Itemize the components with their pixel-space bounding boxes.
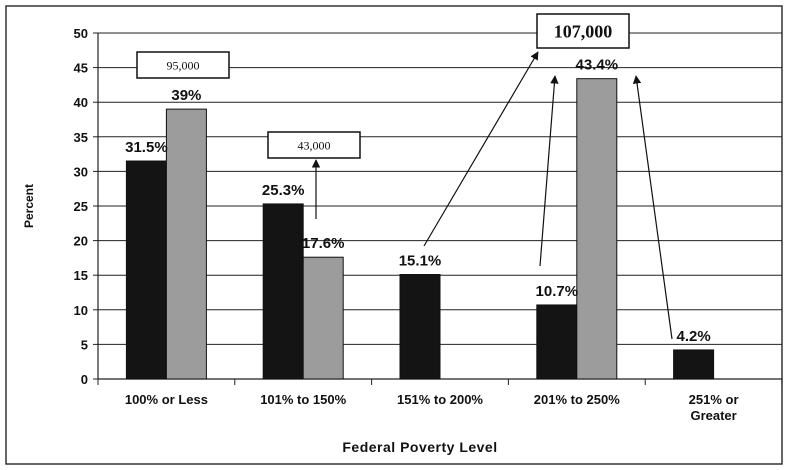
data-label: 17.6% xyxy=(302,235,345,252)
callout-arrow xyxy=(539,75,559,267)
bar-series0-cat3 xyxy=(536,304,578,380)
category-labels: 100% or Less 101% to 150% 151% to 200% 201%… xyxy=(125,392,739,423)
y-tick-label: 45 xyxy=(74,61,88,76)
y-axis-ticks: 0 5 10 15 20 25 30 35 40 45 50 xyxy=(74,26,98,387)
callout-label: 43,000 xyxy=(298,138,331,152)
callout-box xyxy=(267,131,361,159)
data-label: 10.7% xyxy=(536,283,579,300)
category-label: Greater xyxy=(690,408,736,423)
category-label: 251% or xyxy=(689,392,739,407)
callout-label: 107,000 xyxy=(554,21,613,41)
data-label: 43.4% xyxy=(576,57,619,74)
bar-series0-cat0 xyxy=(125,160,167,380)
y-tick-label: 25 xyxy=(74,199,88,214)
y-tick-label: 0 xyxy=(81,372,88,387)
y-axis-label: Percent xyxy=(22,184,36,228)
callout-box xyxy=(536,13,630,49)
x-axis-label: Federal Poverty Level xyxy=(342,439,497,455)
gridlines xyxy=(98,32,782,345)
data-label: 25.3% xyxy=(262,182,305,199)
y-tick-label: 10 xyxy=(74,303,88,318)
y-tick-label: 5 xyxy=(81,337,88,352)
y-tick-label: 20 xyxy=(74,234,88,249)
data-labels: 31.5% 39% 25.3% 17.6% 15.1% 10.7% 43.4% 4.2% xyxy=(125,57,711,345)
bar-series1-cat1 xyxy=(302,256,344,380)
data-label: 4.2% xyxy=(676,328,710,345)
y-tick-label: 50 xyxy=(74,26,88,41)
chart-border xyxy=(5,5,783,465)
callout-box xyxy=(136,51,230,79)
y-tick-label: 35 xyxy=(74,130,88,145)
y-tick-label: 15 xyxy=(74,268,88,283)
category-label: 151% to 200% xyxy=(397,392,483,407)
data-label: 15.1% xyxy=(399,253,442,270)
category-label: 100% or Less xyxy=(125,392,208,407)
category-label: 201% to 250% xyxy=(534,392,620,407)
bar-series1-cat0 xyxy=(165,108,207,380)
category-label: 101% to 150% xyxy=(260,392,346,407)
bar-series1-cat3 xyxy=(576,78,618,380)
callout-label: 95,000 xyxy=(167,58,200,72)
bar-series0-cat4 xyxy=(673,349,715,380)
data-label: 31.5% xyxy=(125,139,168,156)
callouts: 95,000 43,000 107,000 xyxy=(136,13,673,340)
callout-arrow xyxy=(632,75,673,340)
y-tick-label: 40 xyxy=(74,95,88,110)
bar-series0-cat2 xyxy=(399,274,441,380)
y-tick-label: 30 xyxy=(74,164,88,179)
bars xyxy=(125,78,715,380)
callout-arrow xyxy=(423,51,539,247)
bar-series0-cat1 xyxy=(262,203,304,380)
data-label: 39% xyxy=(171,87,201,104)
